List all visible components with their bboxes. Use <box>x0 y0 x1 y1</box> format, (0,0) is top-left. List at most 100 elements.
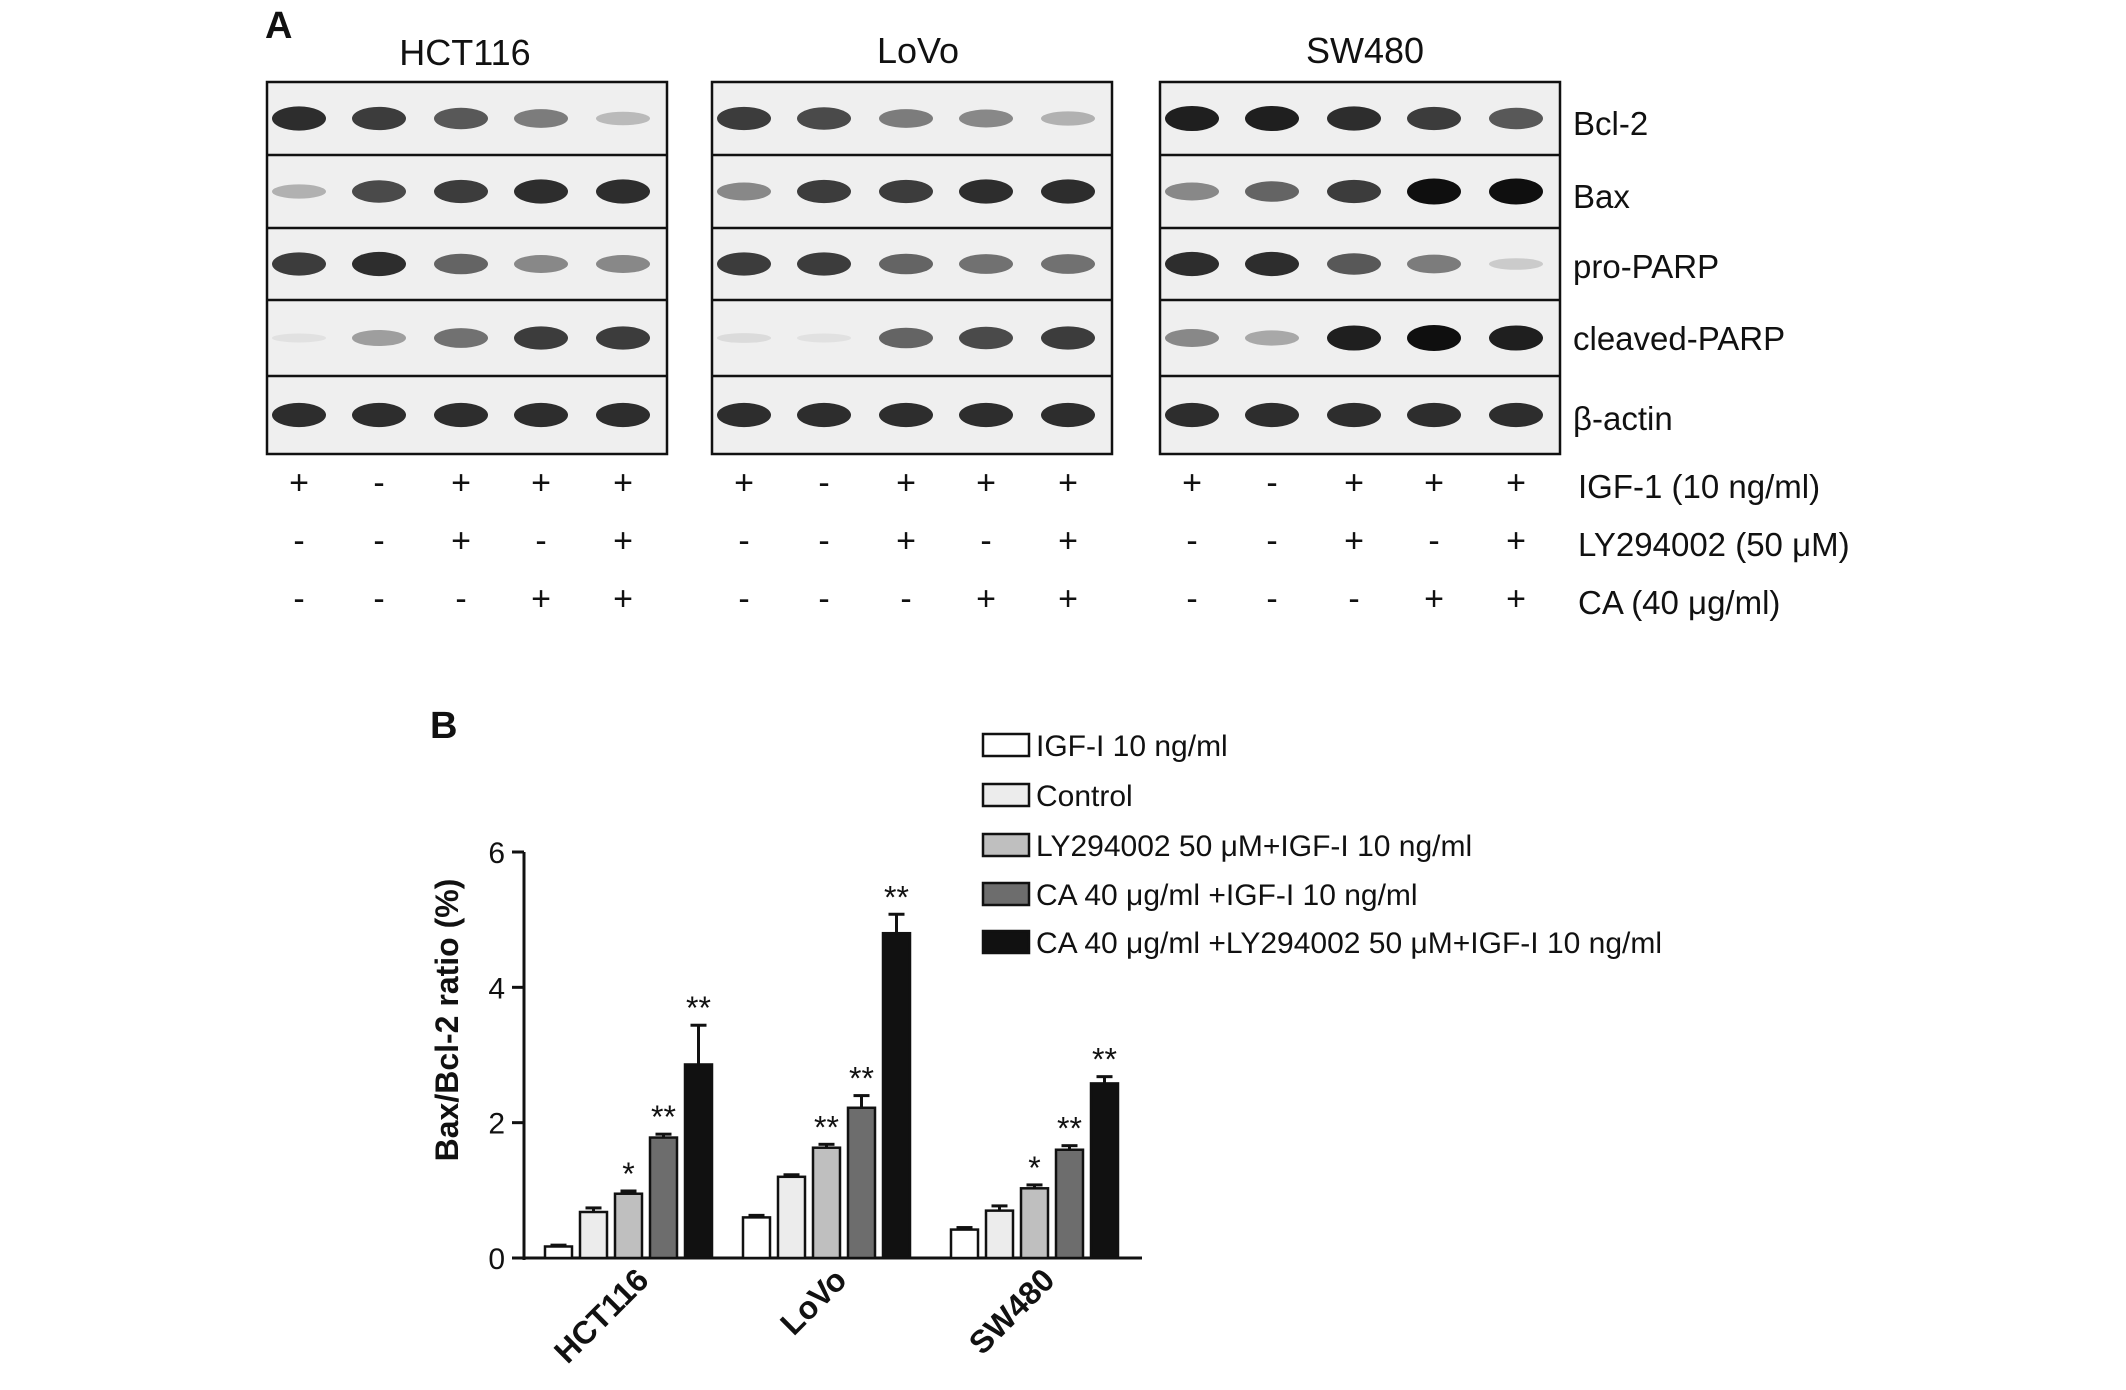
blot-band <box>272 184 326 199</box>
blot-band <box>434 253 488 275</box>
blot-band <box>1245 402 1299 428</box>
treatment-sign: + <box>1506 580 1526 618</box>
y-tick-label: 2 <box>488 1108 505 1141</box>
blot-band <box>1489 325 1543 351</box>
x-tick-label: SW480 <box>962 1261 1062 1361</box>
blot-band <box>1041 179 1095 204</box>
treatment-sign: + <box>451 464 471 502</box>
bar <box>1089 1082 1120 1260</box>
legend-label: Control <box>1036 780 1133 813</box>
treatment-sign-grid: + - + + + + - + + + + - + + + - - + - + - - + - + - - + - + - - - + + - - - + +… <box>289 464 1526 618</box>
significance-marker: * <box>622 1156 634 1192</box>
treatment-sign: + <box>289 464 309 502</box>
legend-swatch <box>981 881 1031 907</box>
treatment-sign: + <box>896 522 916 560</box>
blot-band <box>1165 251 1219 277</box>
blot-band <box>879 327 933 349</box>
blot-band <box>272 402 326 428</box>
blot-band <box>1407 106 1461 131</box>
bar-series: **************** <box>543 879 1120 1260</box>
treatment-sign: - <box>293 522 304 560</box>
bar <box>846 1106 877 1260</box>
treatment-sign: + <box>451 522 471 560</box>
treatment-sign: - <box>738 522 749 560</box>
blot-band <box>272 252 326 276</box>
treatment-sign: - <box>818 522 829 560</box>
blot-band <box>879 109 933 128</box>
bar <box>613 1192 644 1260</box>
treatment-sign: + <box>976 580 996 618</box>
blot-band <box>879 179 933 204</box>
blot-band <box>352 329 406 347</box>
significance-marker: * <box>1028 1150 1040 1186</box>
treatment-sign: - <box>980 522 991 560</box>
blot-band <box>1245 105 1299 132</box>
treatment-sign: - <box>1266 464 1277 502</box>
blot-band <box>514 109 568 128</box>
y-tick-label: 0 <box>488 1243 505 1276</box>
treatment-sign: + <box>1058 464 1078 502</box>
treatment-sign: + <box>1424 464 1444 502</box>
blot-band <box>1489 107 1543 130</box>
protein-label-beta-actin: β-actin <box>1573 400 1673 437</box>
blot-band <box>1327 325 1381 351</box>
treatment-sign: - <box>900 580 911 618</box>
blot-band <box>797 179 851 204</box>
significance-marker: ** <box>849 1061 874 1097</box>
blot-band <box>514 179 568 204</box>
bar <box>881 931 912 1260</box>
blot-band <box>879 253 933 275</box>
blot-band <box>596 179 650 204</box>
legend-label: CA 40 μg/ml +IGF-I 10 ng/ml <box>1036 879 1418 912</box>
blot-band <box>959 254 1013 274</box>
treatment-label-ca: CA (40 μg/ml) <box>1578 584 1780 621</box>
blot-band <box>797 402 851 428</box>
bar <box>683 1063 714 1260</box>
treatment-sign: + <box>531 580 551 618</box>
blot-band <box>797 252 851 276</box>
treatment-sign: + <box>1058 522 1078 560</box>
treatment-sign: + <box>1344 464 1364 502</box>
treatment-sign: - <box>293 580 304 618</box>
blot-band <box>717 402 771 428</box>
treatment-sign: - <box>738 580 749 618</box>
legend-swatch <box>981 832 1031 858</box>
panel-b-label: B <box>430 705 457 747</box>
legend: IGF-I 10 ng/ml Control LY294002 50 μM+IGF-… <box>981 730 1662 960</box>
treatment-sign: + <box>896 464 916 502</box>
treatment-sign: + <box>734 464 754 502</box>
blot-band <box>352 251 406 277</box>
blot-band <box>434 179 488 204</box>
blot-band <box>717 182 771 201</box>
blot-band <box>596 402 650 428</box>
treatment-label-ly294002: LY294002 (50 μM) <box>1578 526 1850 563</box>
blot-band <box>1245 251 1299 277</box>
x-axis-ticks: HCT116 LoVo SW480 <box>547 1261 1061 1369</box>
blot-band <box>514 402 568 428</box>
y-tick-label: 4 <box>488 972 505 1005</box>
blot-band <box>1327 106 1381 131</box>
treatment-sign: + <box>1424 580 1444 618</box>
cell-line-title-sw480: SW480 <box>1306 30 1424 71</box>
treatment-sign: - <box>373 464 384 502</box>
protein-label-pro-parp: pro-PARP <box>1573 248 1719 285</box>
blot-band <box>717 333 771 343</box>
treatment-sign: - <box>1266 580 1277 618</box>
blot-band <box>434 402 488 428</box>
blot-band <box>1489 402 1543 428</box>
treatment-sign: + <box>1058 580 1078 618</box>
blot-band <box>879 402 933 428</box>
blot-band <box>1245 330 1299 346</box>
bar <box>578 1210 609 1260</box>
y-axis-ticks: 0 2 4 6 <box>488 837 524 1276</box>
blot-band <box>1041 402 1095 428</box>
blot-band <box>272 106 326 131</box>
protein-label-bcl2: Bcl-2 <box>1573 105 1648 142</box>
legend-label: CA 40 μg/ml +LY294002 50 μM+IGF-I 10 ng/… <box>1036 927 1662 960</box>
blot-band <box>1165 329 1219 347</box>
treatment-sign: + <box>531 464 551 502</box>
blot-band <box>352 106 406 131</box>
blot-band <box>1165 105 1219 132</box>
cell-line-title-hct116: HCT116 <box>399 32 530 73</box>
